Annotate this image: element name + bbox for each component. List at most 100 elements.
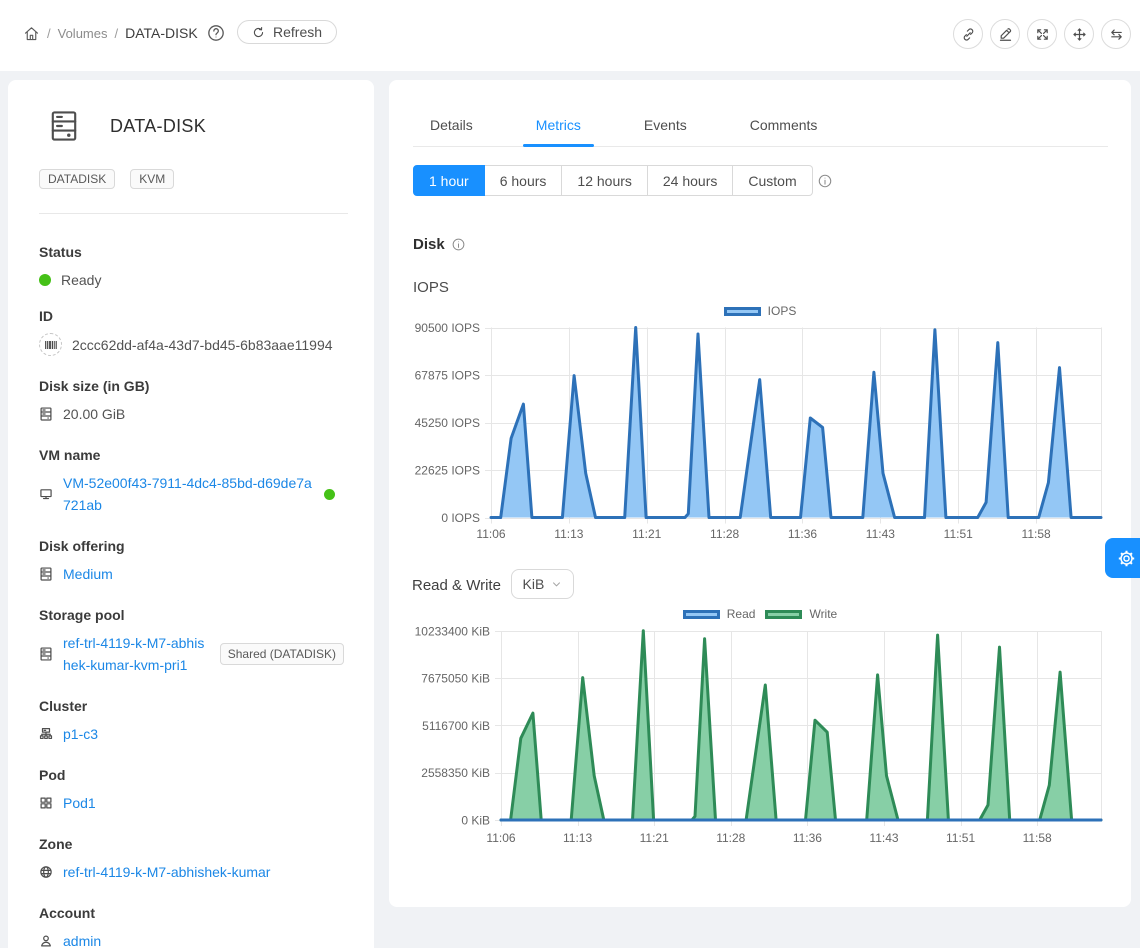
attach-volume-button[interactable] (953, 19, 983, 49)
header-bar: / Volumes / DATA-DISK Refresh (0, 0, 1140, 71)
link-icon (961, 27, 976, 42)
svg-text:0 KiB: 0 KiB (461, 814, 490, 828)
move-volume-button[interactable] (1064, 19, 1094, 49)
field-label: Account (39, 905, 95, 921)
question-circle-icon[interactable] (206, 23, 226, 43)
tab-comments[interactable]: Comments (737, 104, 831, 146)
field-disk-size: Disk size (in GB) 20.00 GiB (39, 378, 344, 425)
legend-item-write[interactable]: Write (765, 607, 837, 621)
time-range-1hour[interactable]: 1 hour (413, 165, 485, 196)
unit-select-value: KiB (522, 576, 545, 592)
svg-text:7675050 KiB: 7675050 KiB (421, 672, 490, 686)
refresh-label: Refresh (273, 24, 323, 40)
pod-link[interactable]: Pod1 (63, 795, 96, 811)
field-value-row: ref-trl-4119-k-M7-abhishek-kumar (39, 861, 344, 883)
iops-legend: IOPS (389, 304, 1131, 318)
migrate-volume-button[interactable] (1101, 19, 1131, 49)
disk-section-heading: Disk (413, 236, 466, 253)
svg-text:11:43: 11:43 (869, 831, 898, 845)
zone-link[interactable]: ref-trl-4119-k-M7-abhishek-kumar (63, 864, 271, 880)
field-id: ID 2ccc62dd-af4a-43d7-bd45-6b83aae11994 (39, 308, 344, 356)
disk-heading-label: Disk (413, 236, 445, 253)
breadcrumb-current: DATA-DISK (125, 25, 198, 41)
svg-text:11:28: 11:28 (716, 831, 745, 845)
cluster-icon (39, 727, 53, 741)
unit-select[interactable]: KiB (510, 569, 574, 599)
field-account: Account admin (39, 905, 344, 948)
tag-datadisk: DATADISK (39, 169, 116, 189)
tab-label: Details (430, 117, 473, 133)
breadcrumb-volumes[interactable]: Volumes (57, 25, 108, 41)
field-storage-pool: Storage pool ref-trl-4119-k-M7-abhishek-… (39, 607, 344, 676)
field-value-row: admin (39, 930, 344, 948)
iops-chart: 0 IOPS 22625 IOPS 45250 IOPS 67875 IOPS 9050… (415, 321, 1103, 541)
info-circle-icon[interactable] (451, 237, 466, 252)
field-value-row: 2ccc62dd-af4a-43d7-bd45-6b83aae11994 (39, 333, 344, 356)
time-range-custom[interactable]: Custom (733, 165, 813, 196)
field-cluster: Cluster p1-c3 (39, 698, 344, 745)
field-label: VM name (39, 447, 101, 463)
expand-icon (1035, 27, 1050, 42)
user-icon (39, 934, 53, 948)
divider (39, 213, 348, 214)
field-value: Ready (61, 272, 102, 288)
tab-label: Comments (749, 117, 818, 133)
field-label: Zone (39, 836, 73, 852)
edit-volume-button[interactable] (990, 19, 1020, 49)
field-label: Pod (39, 767, 66, 783)
appstore-icon (39, 796, 53, 810)
account-link[interactable]: admin (63, 933, 102, 948)
field-value-row: p1-c3 (39, 723, 344, 745)
legend-item-read[interactable]: Read (682, 607, 755, 621)
refresh-button[interactable]: Refresh (237, 20, 338, 44)
field-value-row: Pod1 (39, 792, 344, 814)
resource-title: DATA-DISK (110, 115, 207, 136)
legend-swatch (723, 306, 761, 316)
svg-text:11:06: 11:06 (486, 831, 515, 845)
tab-bar: Details Metrics Events Comments (413, 104, 1108, 147)
active-tab-indicator (522, 144, 594, 147)
cluster-link[interactable]: p1-c3 (63, 726, 99, 742)
resize-volume-button[interactable] (1027, 19, 1057, 49)
detail-tabs-card: Details Metrics Events Comments 1 hour 6… (389, 80, 1131, 907)
info-circle-icon[interactable] (817, 173, 833, 189)
storage-pool-link[interactable]: ref-trl-4119-k-M7-abhishek-kumar-kvm-pri… (63, 635, 205, 673)
time-range-6hours[interactable]: 6 hours (484, 165, 563, 196)
tab-label: Metrics (535, 117, 581, 133)
barcode-icon (39, 333, 62, 356)
vm-link[interactable]: VM-52e00f43-7911-4dc4-85bd-d69de7a721ab (63, 475, 312, 513)
svg-text:11:28: 11:28 (710, 527, 739, 541)
time-range-selector: 1 hour 6 hours 12 hours 24 hours Custom (413, 165, 813, 196)
settings-fab[interactable] (1105, 538, 1140, 578)
svg-text:90500 IOPS: 90500 IOPS (415, 321, 480, 335)
field-label: Storage pool (39, 607, 125, 623)
breadcrumb-separator: / (47, 25, 51, 41)
field-label: Disk size (in GB) (39, 378, 150, 394)
tag-list: DATADISK KVM (39, 169, 344, 189)
read-write-header: Read & Write KiB (412, 569, 574, 599)
field-value-row: 20.00 GiB (39, 403, 344, 425)
svg-text:11:51: 11:51 (946, 831, 975, 845)
tab-events[interactable]: Events (631, 104, 700, 146)
tab-metrics[interactable]: Metrics (522, 104, 594, 147)
swap-icon (1109, 27, 1124, 42)
svg-text:11:06: 11:06 (476, 527, 505, 541)
field-value: 20.00 GiB (63, 406, 126, 422)
global-icon (39, 865, 53, 879)
volume-icon (48, 108, 80, 144)
home-icon[interactable] (23, 25, 40, 42)
read-write-title: Read & Write (412, 576, 501, 594)
field-disk-offering: Disk offering Medium (39, 538, 344, 585)
reload-icon (252, 26, 265, 39)
legend-item-iops[interactable]: IOPS (723, 304, 796, 318)
tab-details[interactable]: Details (417, 104, 486, 146)
tab-label: Events (643, 117, 687, 133)
gear-icon (1116, 548, 1137, 569)
disk-offering-link[interactable]: Medium (63, 566, 113, 582)
svg-text:11:13: 11:13 (563, 831, 592, 845)
time-range-12hours[interactable]: 12 hours (562, 165, 648, 196)
field-value-row: VM-52e00f43-7911-4dc4-85bd-d69de7a721ab (39, 472, 344, 516)
time-range-24hours[interactable]: 24 hours (647, 165, 734, 196)
detail-fields: Status Ready ID 2ccc62dd-af4a-43d7-bd45-… (39, 244, 344, 948)
action-buttons (953, 19, 1131, 49)
